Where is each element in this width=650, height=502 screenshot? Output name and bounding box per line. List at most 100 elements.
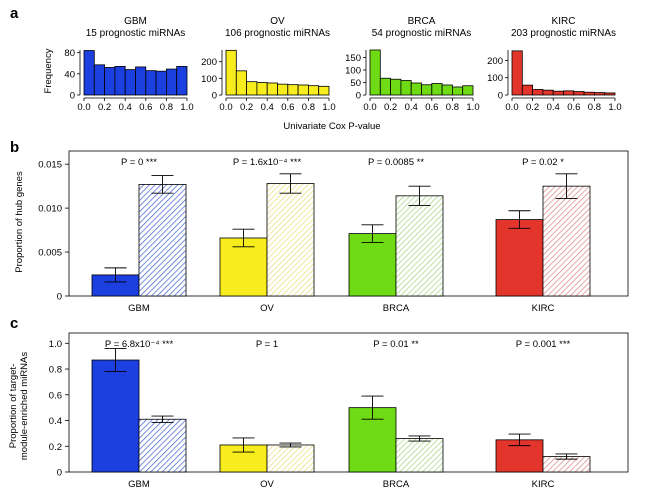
mirna-group-kirc: P = 0.001 *** KIRC [495,339,591,490]
mirna-category-label: KIRC [532,479,555,490]
hub-hatched-bar [266,183,315,297]
mirna-group-ov: P = 1 OV [219,339,315,490]
mirna-p-value: P = 6.8x10⁻⁴ *** [105,339,174,350]
hub-category-label: KIRC [532,303,555,314]
mirna-p-value: P = 0.001 *** [516,339,571,350]
histogram-bar [176,66,188,96]
histogram-bar [135,66,147,96]
mirna-chart: 0 0.2 0.4 0.6 0.8 1.0 P = 6.8x10⁻⁴ *** GBM P = 1… [49,332,629,490]
histogram-bar [307,85,320,96]
hub-category-label: BRCA [383,303,410,314]
histogram-x-tick-label: 1.0 [608,102,621,113]
mirna-hatched-bar [138,418,187,473]
histogram-x-tick-label: 0.2 [240,102,253,113]
hub-genes-y-axis-label: Proportion of hub genes [14,171,25,273]
histogram-x-tick-label: 0.4 [547,102,560,113]
histogram-y-tick-label: 150 [345,53,361,64]
hub-hatched-bar [395,195,444,297]
histogram-bar [604,92,616,96]
histogram-bar [235,70,248,96]
histogram-x-tick-label: 0.4 [119,102,132,113]
histogram-bar [104,67,116,96]
histogram-title: KIRC [552,16,576,27]
histogram-bar [297,84,309,96]
histogram-y-tick-label: 80 [64,48,75,59]
histogram-y-tick-label: 100 [201,74,217,85]
histogram-x-tick-label: 1.0 [322,102,335,113]
histogram-x-tick-label: 0.0 [77,102,90,113]
hub-y-tick-label: 0 [57,292,62,303]
hub-p-value: P = 1.6x10⁻⁴ *** [233,157,302,168]
histogram-y-tick-label: 0 [70,91,75,102]
histogram-bar [521,84,533,96]
histogram-title: OV [270,16,285,27]
histogram-x-tick-label: 0.0 [505,102,518,113]
histogram-bar [114,66,126,96]
histogram-subtitle: 203 prognostic miRNAs [511,28,616,39]
histogram-x-tick-label: 1.0 [180,102,193,113]
histogram-bar [451,86,464,96]
mirna-hatched-bar [266,444,315,473]
mirna-y-tick-label: 0.2 [49,442,62,453]
histogram-title: BRCA [408,16,436,27]
histogram-bar [390,78,402,96]
mirna-p-value: P = 0.01 ** [373,339,419,350]
hub-y-tick-label: 0.015 [38,160,62,171]
histogram-x-tick-label: 0.8 [302,102,315,113]
hub-hatched-bar [542,185,591,297]
histogram-bar [431,83,443,96]
histogram-bar [277,83,289,96]
hub-frame [68,150,629,297]
histogram-bar [266,82,278,96]
hub-group-kirc: P = 0.02 * KIRC [495,157,591,314]
histogram-x-tick-label: 0.2 [98,102,111,113]
histogram-bar [583,91,595,96]
histogram-x-tick-label: 0.4 [261,102,274,113]
histogram-bar [155,70,167,96]
histogram-bar [573,91,585,96]
histogram-y-tick-label: 100 [487,73,503,84]
panel-letter-c: c [10,315,18,332]
histogram-bar [287,84,299,96]
mirna-y-tick-label: 0.6 [49,390,62,401]
histogram-bar [145,70,157,96]
mirna-hatched-bar [395,438,444,473]
mirna-group-gbm: P = 6.8x10⁻⁴ *** GBM [91,339,187,490]
hub-p-value: P = 0.0085 ** [368,157,424,168]
histogram-bar [165,68,178,96]
histogram-bar [552,90,564,96]
histogram-y-axis-label: Frequency [43,48,54,93]
mirna-p-value: P = 1 [256,339,278,350]
histogram-y-tick-label: 0 [498,91,503,102]
mirna-category-label: OV [260,479,274,490]
histogram-y-tick-label: 200 [487,56,503,67]
hub-group-ov: P = 1.6x10⁻⁴ *** OV [219,157,315,314]
hub-y-tick-label: 0.005 [38,248,62,259]
histogram-bar [256,82,268,96]
histogram-y-tick-label: 0 [212,91,217,102]
mirna-solid-bar [91,359,140,473]
hub-y-tick-label: 0.010 [38,204,62,215]
histogram-bar [83,50,95,96]
mirna-y-axis-label-line1: Proportion of target- [8,364,19,449]
histogram-bar [441,84,453,96]
histogram-x-tick-label: 0.0 [363,102,376,113]
histogram-bar [542,89,554,96]
histogram-bar [410,82,422,96]
histogram-subtitle: 54 prognostic miRNAs [372,28,471,39]
hub-solid-bar [495,219,544,297]
hub-category-label: GBM [128,303,150,314]
histogram-bar [318,85,330,96]
mirna-y-axis-label-line2: module-enriched miRNAs [19,352,30,460]
histogram-title: GBM [124,16,147,27]
hub-group-brca: P = 0.0085 ** BRCA [348,157,444,314]
histogram-bar [400,80,412,96]
histogram-bar [511,50,523,96]
histogram-x-tick-label: 0.2 [384,102,397,113]
histogram-x-tick-label: 0.8 [446,102,459,113]
mirna-y-tick-label: 0 [57,468,62,479]
hub-p-value: P = 0 *** [121,157,157,168]
